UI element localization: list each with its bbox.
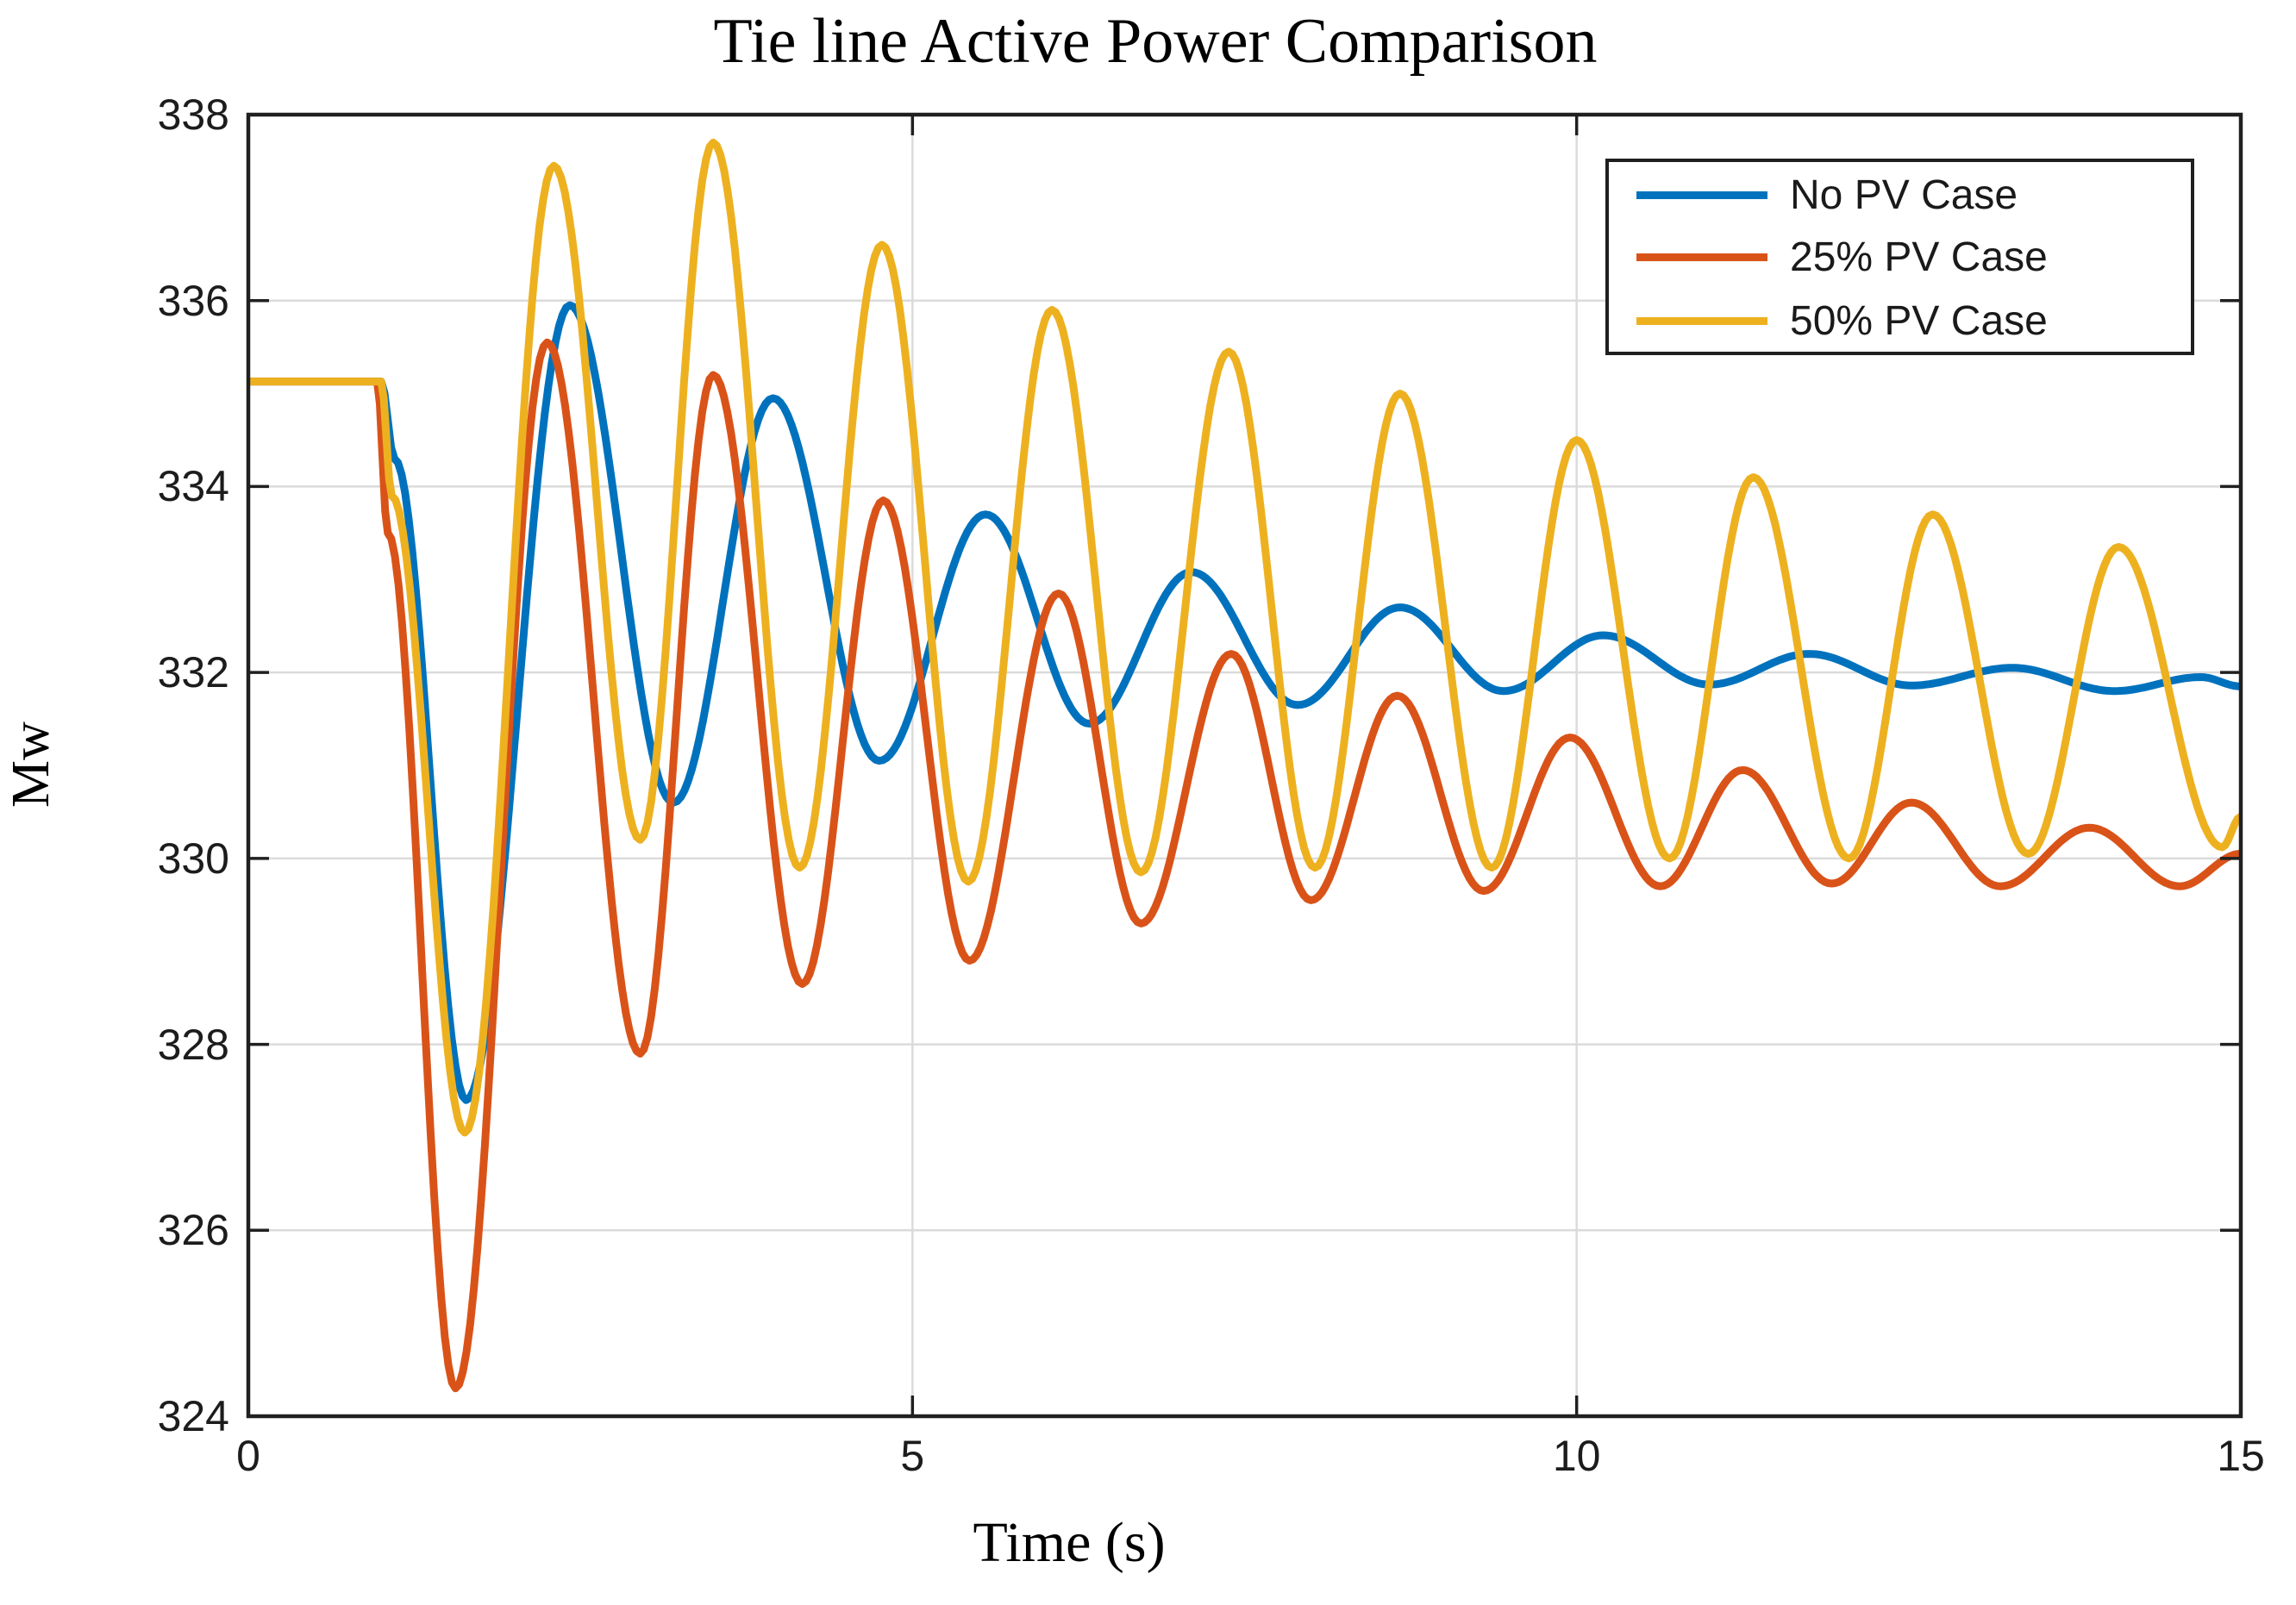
y-tick-label: 328 [157, 1020, 229, 1069]
legend-item-25pv: 25% PV Case [1609, 224, 2191, 290]
x-tick-label: 0 [236, 1432, 260, 1480]
y-tick-label: 338 [157, 91, 229, 139]
y-tick-label: 332 [157, 648, 229, 697]
legend-box: No PV Case 25% PV Case 50% PV Case [1605, 159, 2194, 355]
series-line-25-pv-case [247, 338, 2242, 1393]
legend-label: 50% PV Case [1790, 297, 2048, 344]
legend-line-sample-blue [1636, 190, 1767, 199]
axes-box [246, 112, 2243, 1419]
y-tick-label: 324 [157, 1392, 229, 1440]
chart-title: Tie line Active Power Comparison [713, 6, 1598, 77]
y-axis-label: Mw [2, 721, 60, 808]
y-tick-label: 330 [157, 834, 229, 883]
series-line-no-pv-case [247, 301, 2242, 1104]
series-line-50-pv-case [247, 138, 2242, 1137]
legend-label: No PV Case [1790, 172, 2018, 218]
legend-label: 25% PV Case [1790, 234, 2048, 280]
legend-line-sample-yellow [1636, 316, 1767, 325]
legend-item-no-pv: No PV Case [1609, 162, 2191, 228]
legend-line-sample-orange [1636, 253, 1767, 261]
x-axis-label: Time (s) [973, 1511, 1166, 1574]
x-tick-label: 10 [1552, 1432, 1601, 1480]
x-tick-label: 15 [2217, 1432, 2265, 1480]
y-tick-label: 334 [157, 462, 229, 511]
x-tick-label: 5 [900, 1432, 925, 1480]
y-tick-label: 326 [157, 1206, 229, 1255]
legend-item-50pv: 50% PV Case [1609, 288, 2191, 353]
y-tick-label: 336 [157, 276, 229, 325]
